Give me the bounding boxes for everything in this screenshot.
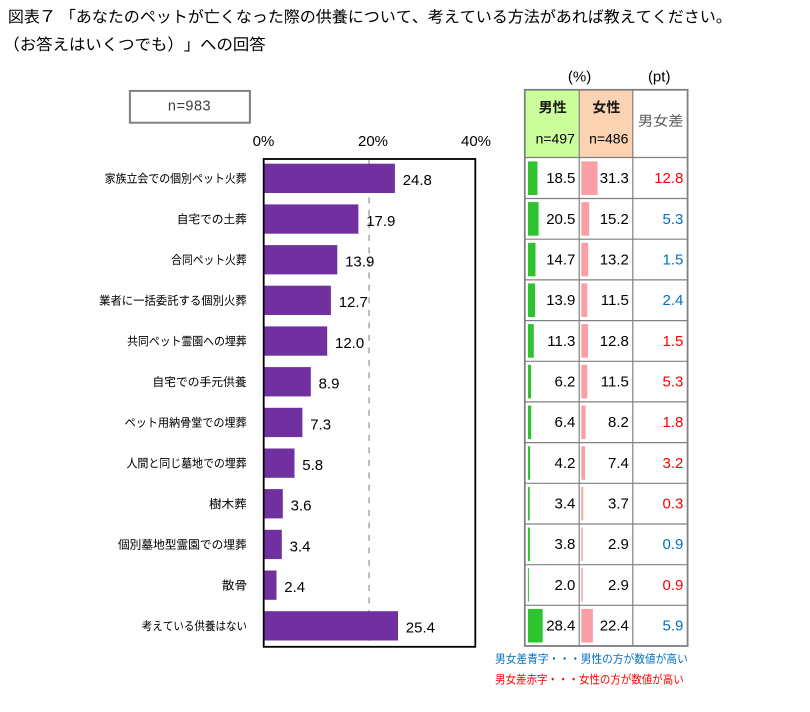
svg-text:2.4: 2.4 xyxy=(663,292,684,309)
svg-text:3.2: 3.2 xyxy=(663,455,684,472)
svg-text:5.9: 5.9 xyxy=(663,618,684,635)
svg-text:1.5: 1.5 xyxy=(663,252,684,269)
svg-text:7.4: 7.4 xyxy=(608,455,629,472)
svg-text:5.3: 5.3 xyxy=(663,211,684,228)
svg-text:5.8: 5.8 xyxy=(302,457,323,474)
svg-text:11.3: 11.3 xyxy=(547,333,575,350)
svg-text:3.4: 3.4 xyxy=(290,538,311,555)
svg-text:12.8: 12.8 xyxy=(654,170,683,187)
svg-text:0.9: 0.9 xyxy=(663,577,684,594)
svg-text:25.4: 25.4 xyxy=(406,620,435,637)
svg-text:20%: 20% xyxy=(358,133,388,150)
svg-text:40%: 40% xyxy=(461,133,491,150)
svg-text:12.8: 12.8 xyxy=(600,333,629,350)
svg-text:28.4: 28.4 xyxy=(546,618,575,635)
svg-text:(pt): (pt) xyxy=(648,69,671,86)
svg-text:12.7: 12.7 xyxy=(339,294,368,311)
svg-text:n=486: n=486 xyxy=(589,131,629,147)
svg-text:14.7: 14.7 xyxy=(546,252,575,269)
svg-text:0.9: 0.9 xyxy=(663,536,684,553)
svg-text:2.0: 2.0 xyxy=(555,577,576,594)
svg-text:6.4: 6.4 xyxy=(555,414,576,431)
svg-text:3.4: 3.4 xyxy=(555,496,576,513)
svg-text:n=497: n=497 xyxy=(536,131,576,147)
svg-text:2.4: 2.4 xyxy=(284,579,305,596)
svg-text:24.8: 24.8 xyxy=(403,172,432,189)
svg-text:2.9: 2.9 xyxy=(608,536,629,553)
svg-text:22.4: 22.4 xyxy=(600,618,629,635)
svg-text:11.5: 11.5 xyxy=(601,292,629,309)
svg-text:7.3: 7.3 xyxy=(310,416,331,433)
svg-text:5.3: 5.3 xyxy=(663,374,684,391)
svg-text:18.5: 18.5 xyxy=(546,170,575,187)
svg-text:13.9: 13.9 xyxy=(345,254,374,271)
svg-text:20.5: 20.5 xyxy=(546,211,575,228)
svg-text:17.9: 17.9 xyxy=(366,213,395,230)
svg-text:1.5: 1.5 xyxy=(663,333,684,350)
svg-text:3.7: 3.7 xyxy=(608,496,629,513)
svg-text:6.2: 6.2 xyxy=(555,374,576,391)
svg-text:3.8: 3.8 xyxy=(555,536,576,553)
svg-text:12.0: 12.0 xyxy=(335,335,364,352)
svg-text:8.2: 8.2 xyxy=(608,414,629,431)
svg-text:n=983: n=983 xyxy=(168,99,211,115)
svg-text:2.9: 2.9 xyxy=(608,577,629,594)
svg-text:15.2: 15.2 xyxy=(600,211,629,228)
svg-text:3.6: 3.6 xyxy=(291,498,312,515)
svg-text:1.8: 1.8 xyxy=(663,414,684,431)
svg-text:13.2: 13.2 xyxy=(600,252,629,269)
svg-text:31.3: 31.3 xyxy=(600,170,629,187)
svg-text:11.5: 11.5 xyxy=(601,374,629,391)
svg-text:0%: 0% xyxy=(253,133,275,150)
svg-text:(%): (%) xyxy=(568,69,591,86)
svg-text:8.9: 8.9 xyxy=(319,376,340,393)
svg-text:0.3: 0.3 xyxy=(663,496,684,513)
svg-text:4.2: 4.2 xyxy=(555,455,576,472)
svg-text:13.9: 13.9 xyxy=(546,292,575,309)
